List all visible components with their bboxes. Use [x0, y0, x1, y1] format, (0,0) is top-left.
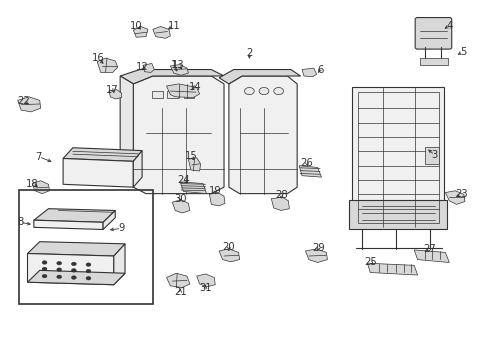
Polygon shape [103, 211, 115, 229]
Bar [357, 92, 438, 223]
Circle shape [57, 261, 61, 265]
Circle shape [42, 274, 47, 278]
Polygon shape [27, 242, 125, 256]
Polygon shape [166, 273, 189, 288]
Polygon shape [120, 76, 133, 187]
Circle shape [273, 87, 283, 95]
Polygon shape [114, 244, 125, 285]
Polygon shape [445, 191, 464, 204]
Bar [167, 91, 178, 98]
Polygon shape [18, 97, 41, 112]
Text: 13: 13 [172, 60, 184, 70]
Polygon shape [180, 182, 206, 194]
Text: 29: 29 [312, 243, 325, 253]
Circle shape [71, 262, 76, 266]
Text: 11: 11 [167, 21, 180, 31]
Text: 27: 27 [423, 244, 435, 254]
Circle shape [57, 268, 61, 271]
Bar [152, 91, 162, 98]
Circle shape [71, 269, 76, 272]
Text: 4: 4 [445, 21, 451, 31]
Text: 22: 22 [18, 96, 30, 106]
Polygon shape [153, 27, 170, 39]
Text: 7: 7 [36, 152, 42, 162]
Polygon shape [166, 84, 199, 98]
Circle shape [86, 269, 91, 273]
Polygon shape [219, 69, 300, 84]
Polygon shape [34, 209, 115, 222]
Circle shape [57, 275, 61, 279]
Text: 3: 3 [431, 150, 437, 160]
Polygon shape [302, 68, 316, 77]
Text: 16: 16 [92, 53, 104, 63]
Polygon shape [271, 197, 289, 211]
Polygon shape [133, 76, 224, 194]
Text: 14: 14 [188, 82, 201, 92]
Polygon shape [27, 270, 125, 285]
Text: 10: 10 [130, 21, 142, 31]
Circle shape [71, 276, 76, 279]
Text: 20: 20 [222, 242, 235, 252]
Circle shape [259, 87, 268, 95]
Polygon shape [133, 150, 142, 187]
Text: 19: 19 [208, 186, 221, 196]
Polygon shape [143, 63, 154, 72]
Polygon shape [34, 220, 103, 229]
Text: 26: 26 [300, 158, 313, 168]
Polygon shape [63, 158, 133, 187]
Text: 31: 31 [199, 283, 211, 293]
Text: 17: 17 [105, 85, 118, 95]
Text: 12: 12 [136, 62, 148, 72]
Circle shape [86, 276, 91, 280]
Circle shape [42, 261, 47, 264]
Bar [424, 147, 438, 165]
Polygon shape [209, 193, 224, 206]
Polygon shape [27, 253, 114, 285]
Text: 2: 2 [245, 48, 252, 58]
Bar [19, 190, 153, 304]
Text: 6: 6 [316, 64, 323, 75]
Polygon shape [63, 148, 142, 161]
Bar [419, 58, 447, 64]
Text: 8: 8 [17, 217, 23, 227]
Text: 28: 28 [274, 190, 287, 200]
Polygon shape [109, 90, 122, 99]
Polygon shape [133, 27, 148, 37]
Polygon shape [413, 250, 448, 262]
Polygon shape [299, 166, 321, 177]
Polygon shape [196, 274, 215, 287]
Circle shape [42, 267, 47, 271]
Bar [183, 91, 194, 98]
Text: 30: 30 [174, 194, 186, 204]
Text: 23: 23 [454, 189, 467, 199]
Circle shape [86, 263, 91, 266]
Text: 24: 24 [177, 175, 189, 185]
Text: 25: 25 [363, 257, 376, 267]
Bar [351, 87, 444, 227]
Polygon shape [366, 263, 417, 275]
Polygon shape [172, 200, 189, 213]
Polygon shape [305, 249, 327, 262]
FancyBboxPatch shape [414, 18, 451, 49]
Circle shape [244, 87, 254, 95]
Text: 9: 9 [118, 224, 124, 233]
Polygon shape [97, 58, 118, 72]
Polygon shape [170, 64, 188, 75]
Text: 5: 5 [459, 46, 465, 57]
Polygon shape [348, 201, 446, 229]
Polygon shape [188, 158, 200, 171]
Polygon shape [120, 69, 224, 84]
Polygon shape [32, 181, 49, 194]
Text: 18: 18 [26, 179, 39, 189]
Text: 21: 21 [173, 287, 186, 297]
Text: 1: 1 [170, 60, 177, 70]
Polygon shape [219, 249, 239, 262]
Text: 15: 15 [184, 150, 197, 161]
Polygon shape [228, 76, 297, 194]
